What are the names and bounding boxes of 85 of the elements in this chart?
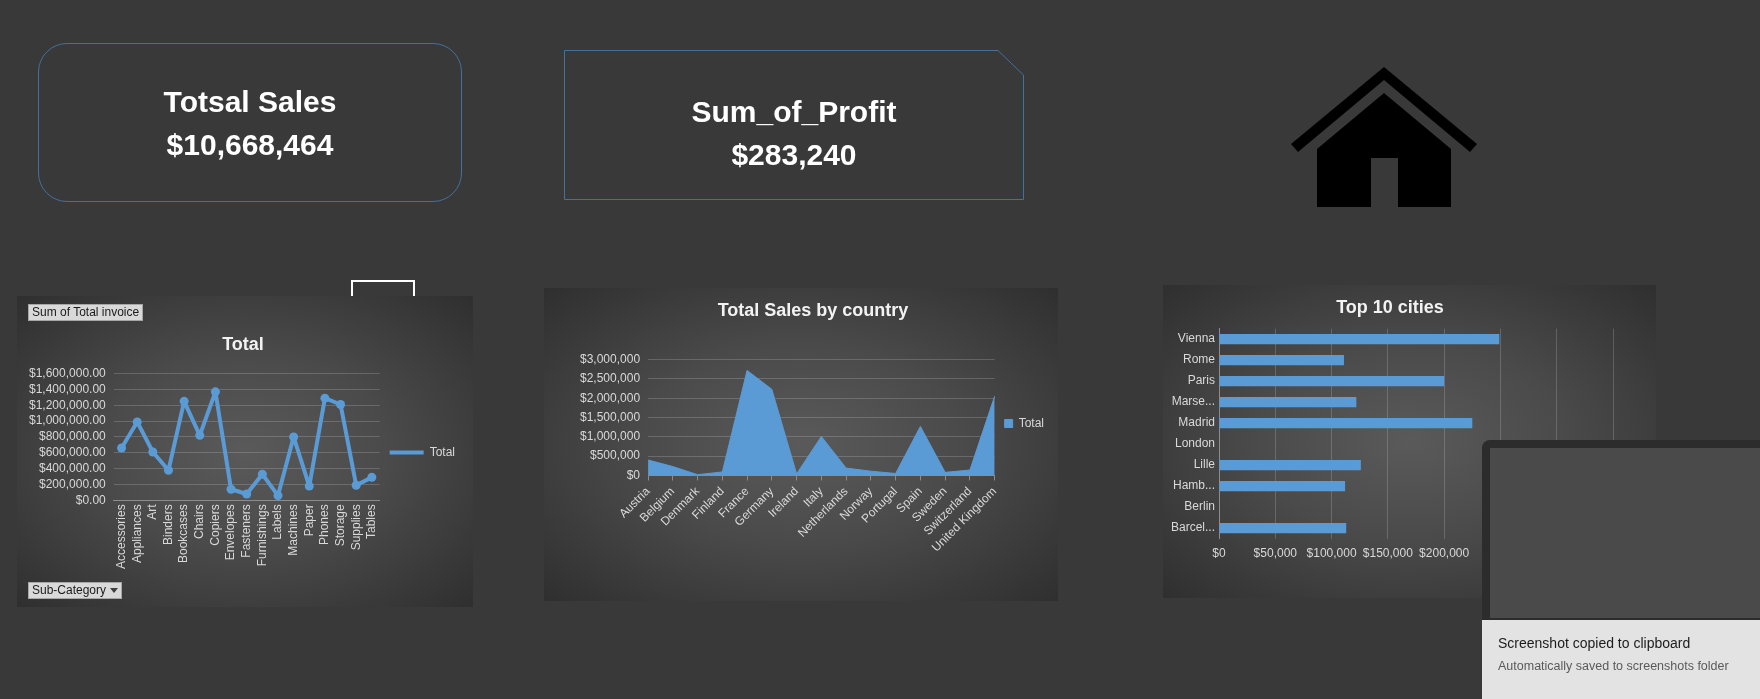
y-tick-label: $3,000,000 bbox=[580, 351, 641, 366]
y-tick-label: $1,000,000.00 bbox=[28, 413, 107, 428]
x-tick-label: Fasteners bbox=[239, 504, 254, 558]
y-tick-label: Vienna bbox=[1177, 331, 1216, 346]
x-tick-label: $200,000 bbox=[1419, 546, 1470, 561]
bar bbox=[1219, 376, 1445, 387]
text: Sum_of_Profit bbox=[691, 94, 897, 130]
point bbox=[273, 491, 283, 501]
x-tick-label: Storage bbox=[332, 503, 347, 547]
chart-title: Top 10 cities bbox=[1336, 296, 1444, 317]
point bbox=[117, 443, 127, 453]
x-tick-label: Paper bbox=[301, 504, 316, 537]
field-button[interactable]: Sub-Category bbox=[28, 582, 123, 599]
point bbox=[163, 465, 173, 475]
y-tick-label: $0.00 bbox=[75, 492, 107, 507]
x-tick-label: Binders bbox=[160, 504, 175, 545]
y-tick-label: London bbox=[1174, 436, 1216, 451]
x-tick-label: Phones bbox=[317, 504, 332, 546]
y-tick-label: Berlin bbox=[1184, 499, 1216, 514]
x-tick-label: Tables bbox=[364, 504, 379, 539]
y-tick-label: $2,000,000 bbox=[580, 390, 641, 405]
x-tick-label: $0 bbox=[1212, 546, 1227, 561]
y-tick-label: $600,000.00 bbox=[39, 445, 107, 460]
chart-title: Total bbox=[222, 333, 264, 354]
point bbox=[257, 469, 267, 479]
x-tick-label: Chairs bbox=[192, 504, 207, 539]
x-tick-label: Appliances bbox=[129, 504, 144, 564]
x-tick-label: Accessories bbox=[113, 504, 128, 569]
x-tick-label: $150,000 bbox=[1362, 546, 1414, 561]
point bbox=[210, 387, 220, 397]
field-button[interactable]: Sum of Total invoice bbox=[28, 304, 144, 321]
x-tick-label: $50,000 bbox=[1253, 546, 1298, 561]
point bbox=[367, 472, 377, 482]
y-tick-label: $200,000.00 bbox=[39, 476, 107, 491]
x-tick-label: Furnishings bbox=[254, 504, 269, 567]
y-tick-label: $500,000 bbox=[590, 448, 641, 463]
y-tick-label: Rome bbox=[1183, 352, 1216, 367]
y-tick-label: $0 bbox=[626, 467, 641, 482]
x-tick-label: Envelopes bbox=[223, 504, 238, 561]
x-tick-label: Machines bbox=[285, 504, 300, 556]
bar bbox=[1219, 418, 1473, 429]
bar bbox=[1219, 460, 1361, 471]
legend-label: Total bbox=[1018, 415, 1045, 430]
y-tick-label: $1,600,000.00 bbox=[28, 365, 107, 380]
y-tick-label: Marse... bbox=[1171, 394, 1216, 409]
y-tick-label: $800,000.00 bbox=[39, 429, 107, 444]
text: $10,668,464 bbox=[166, 126, 334, 163]
point bbox=[289, 432, 299, 442]
text: Automatically saved to screenshots folder bbox=[1498, 658, 1730, 675]
y-tick-label: $1,000,000 bbox=[580, 429, 641, 444]
point bbox=[304, 481, 314, 491]
point bbox=[242, 489, 252, 499]
y-tick-label: Paris bbox=[1187, 373, 1216, 388]
text: Screenshot copied to clipboard bbox=[1498, 634, 1692, 653]
point bbox=[179, 396, 189, 406]
y-tick-label: $1,200,000.00 bbox=[28, 397, 107, 412]
y-tick-label: Lille bbox=[1193, 457, 1216, 472]
y-tick-label: $2,500,000 bbox=[580, 371, 641, 386]
x-tick-label: Supplies bbox=[348, 504, 363, 551]
point bbox=[132, 417, 142, 427]
x-tick-label: Bookcases bbox=[176, 504, 191, 564]
y-tick-label: Barcel... bbox=[1171, 520, 1216, 535]
bar bbox=[1219, 355, 1344, 366]
bar bbox=[1219, 397, 1357, 408]
x-tick-label: Art bbox=[145, 503, 160, 520]
point bbox=[148, 447, 158, 457]
bar bbox=[1219, 334, 1500, 345]
point bbox=[351, 480, 361, 490]
point bbox=[320, 393, 330, 403]
y-tick-label: Madrid bbox=[1178, 415, 1216, 430]
y-tick-label: $1,500,000 bbox=[580, 409, 641, 424]
y-tick-label: $1,400,000.00 bbox=[28, 381, 107, 396]
y-tick-label: $400,000.00 bbox=[39, 460, 107, 475]
bar bbox=[1219, 523, 1347, 534]
y-tick-label: Hamb... bbox=[1173, 478, 1216, 493]
x-tick-label: Copiers bbox=[207, 504, 222, 546]
text: Totsal Sales bbox=[163, 83, 337, 120]
point bbox=[226, 484, 236, 494]
text: $283,240 bbox=[731, 137, 857, 173]
x-tick-label: Labels bbox=[270, 504, 285, 540]
chart-title: Total Sales by country bbox=[717, 299, 909, 320]
x-tick-label: $100,000 bbox=[1306, 546, 1357, 561]
point bbox=[336, 399, 346, 409]
bar bbox=[1219, 481, 1346, 492]
legend-label: Total bbox=[429, 444, 456, 459]
